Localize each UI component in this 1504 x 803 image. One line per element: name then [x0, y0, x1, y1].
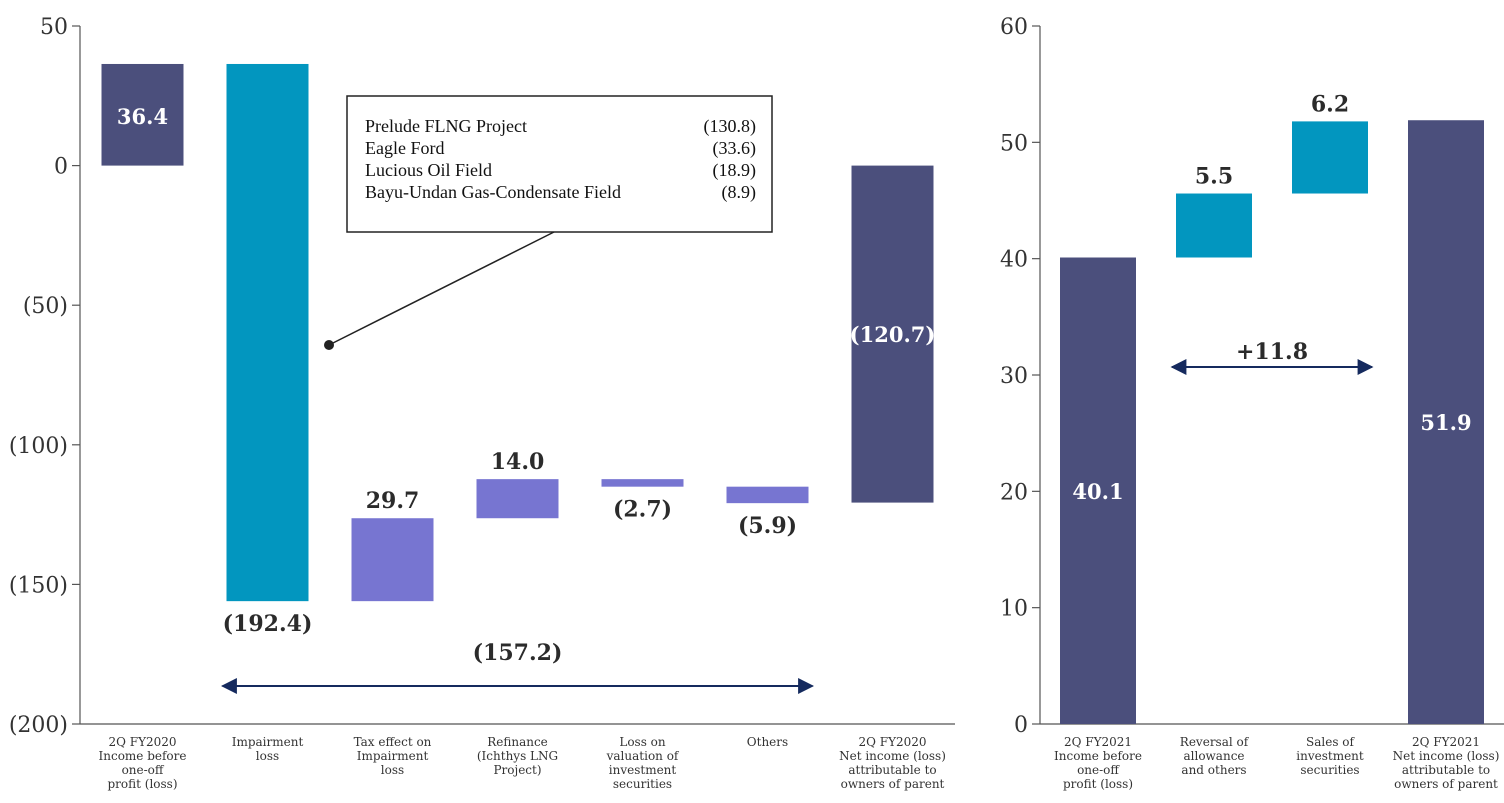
category-label: 2Q FY2020 Income before one-off profit (los…	[99, 735, 187, 791]
callout-box	[346, 95, 773, 233]
category-label: 2Q FY2021 Net income (loss) attributable t…	[1393, 735, 1500, 791]
y-tick-label: 30	[1000, 364, 1028, 389]
bar-value-label: (5.9)	[738, 513, 797, 539]
bar-value-label: 6.2	[1311, 91, 1349, 117]
callout-anchor-dot	[324, 340, 334, 350]
bar	[1176, 193, 1252, 258]
callout-item-name: Lucious Oil Field	[365, 160, 492, 180]
y-tick-label: (200)	[9, 713, 68, 738]
bar-value-label: 40.1	[1072, 479, 1123, 504]
left-waterfall-chart: 50 0 (50) (100) (150) (200) 36.4 (192.4) 29.7 14.…	[9, 15, 955, 791]
bar-value-label: (120.7)	[850, 322, 936, 347]
bar	[1408, 120, 1484, 725]
y-tick-label: 10	[1000, 597, 1028, 622]
y-tick-label: 0	[1014, 713, 1028, 738]
bar-value-label: 51.9	[1420, 410, 1471, 435]
category-label: 2Q FY2021 Income before one-off profit (los…	[1054, 735, 1142, 791]
right-waterfall-chart: 0 10 20 30 40 50 60 40.1 5.5 6.2 51.9 2Q FY2021 Inco…	[1000, 15, 1504, 791]
bar-value-label: (2.7)	[613, 497, 672, 523]
y-tick-label: 50	[40, 15, 68, 40]
callout-item-name: Bayu-Undan Gas-Condensate Field	[365, 182, 621, 202]
bar-value-label: (192.4)	[223, 611, 313, 637]
y-tick-label: 40	[1000, 248, 1028, 273]
y-tick-label: (100)	[9, 434, 68, 459]
category-label: Reversal of allowance and others	[1180, 735, 1250, 777]
bar	[726, 486, 809, 504]
category-label: Tax effect on Impairment loss	[354, 735, 432, 777]
bar	[476, 479, 559, 519]
y-tick-label: (150)	[9, 573, 68, 598]
callout-leader-line	[328, 231, 555, 346]
category-label: Impairment loss	[232, 735, 304, 763]
span-label: +11.8	[1236, 339, 1308, 365]
callout-item-value: (18.9)	[713, 160, 757, 181]
callout-item-value: (130.8)	[704, 116, 757, 137]
bar-value-label: 5.5	[1195, 164, 1233, 190]
bar-value-label: 29.7	[366, 488, 420, 514]
bar-value-label: 14.0	[491, 449, 545, 475]
y-tick-label: 20	[1000, 480, 1028, 505]
callout-item-name: Prelude FLNG Project	[365, 116, 527, 136]
y-tick-label: 60	[1000, 15, 1028, 40]
category-label: Others	[747, 735, 788, 749]
callout-item-name: Eagle Ford	[365, 138, 444, 158]
callout-item-value: (8.9)	[722, 182, 757, 203]
bar	[601, 479, 684, 487]
category-label: Sales of investment securities	[1296, 735, 1364, 777]
bar	[1292, 121, 1368, 194]
category-label: Refinance (Ichthys LNG Project)	[477, 735, 558, 777]
y-tick-label: 50	[1000, 131, 1028, 156]
callout-item-value: (33.6)	[713, 138, 757, 159]
category-label: 2Q FY2020 Net income (loss) attributable t…	[839, 735, 946, 791]
y-tick-label: (50)	[23, 294, 68, 319]
category-label: Loss on valuation of investment securities	[606, 735, 680, 791]
bar	[851, 165, 934, 503]
bar	[226, 63, 309, 602]
bar	[1060, 257, 1136, 724]
bar-value-label: 36.4	[117, 104, 168, 129]
y-tick-label: 0	[54, 155, 68, 180]
bar	[101, 63, 184, 166]
bar	[351, 518, 434, 602]
span-label: (157.2)	[473, 640, 563, 666]
